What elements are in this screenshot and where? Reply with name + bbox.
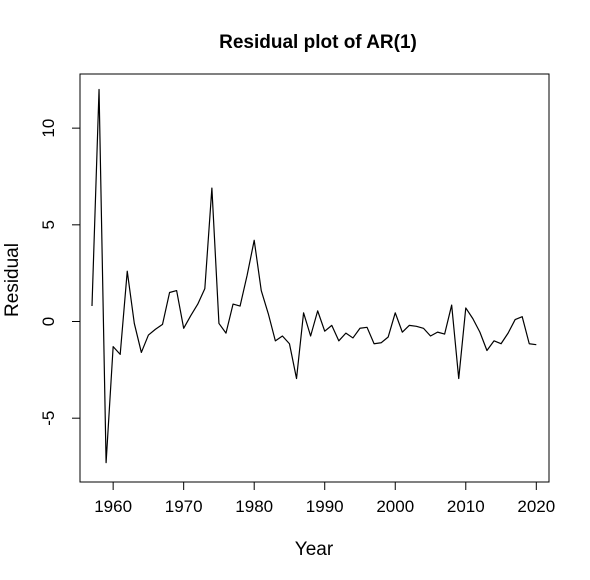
x-tick-label: 1980 bbox=[235, 497, 273, 516]
x-tick-label: 2000 bbox=[376, 497, 414, 516]
y-axis-label: Residual bbox=[2, 243, 23, 317]
x-tick-label: 1970 bbox=[165, 497, 203, 516]
y-tick-label: 10 bbox=[39, 119, 58, 138]
x-tick-label: 1960 bbox=[94, 497, 132, 516]
y-tick-label: -5 bbox=[39, 411, 58, 426]
y-tick-label: 5 bbox=[39, 220, 58, 229]
x-axis: 1960 1970 1980 1990 2000 2010 2020 bbox=[94, 482, 555, 516]
x-tick-label: 1990 bbox=[306, 497, 344, 516]
residual-series-line bbox=[91, 88, 537, 464]
y-tick-label: 0 bbox=[39, 317, 58, 326]
x-axis-label: Year bbox=[295, 539, 334, 560]
chart-title: Residual plot of AR(1) bbox=[219, 32, 417, 53]
y-axis: -5 0 5 10 bbox=[39, 119, 80, 426]
plot-frame bbox=[79, 73, 550, 483]
x-tick-label: 2020 bbox=[517, 497, 555, 516]
x-tick-label: 2010 bbox=[447, 497, 485, 516]
